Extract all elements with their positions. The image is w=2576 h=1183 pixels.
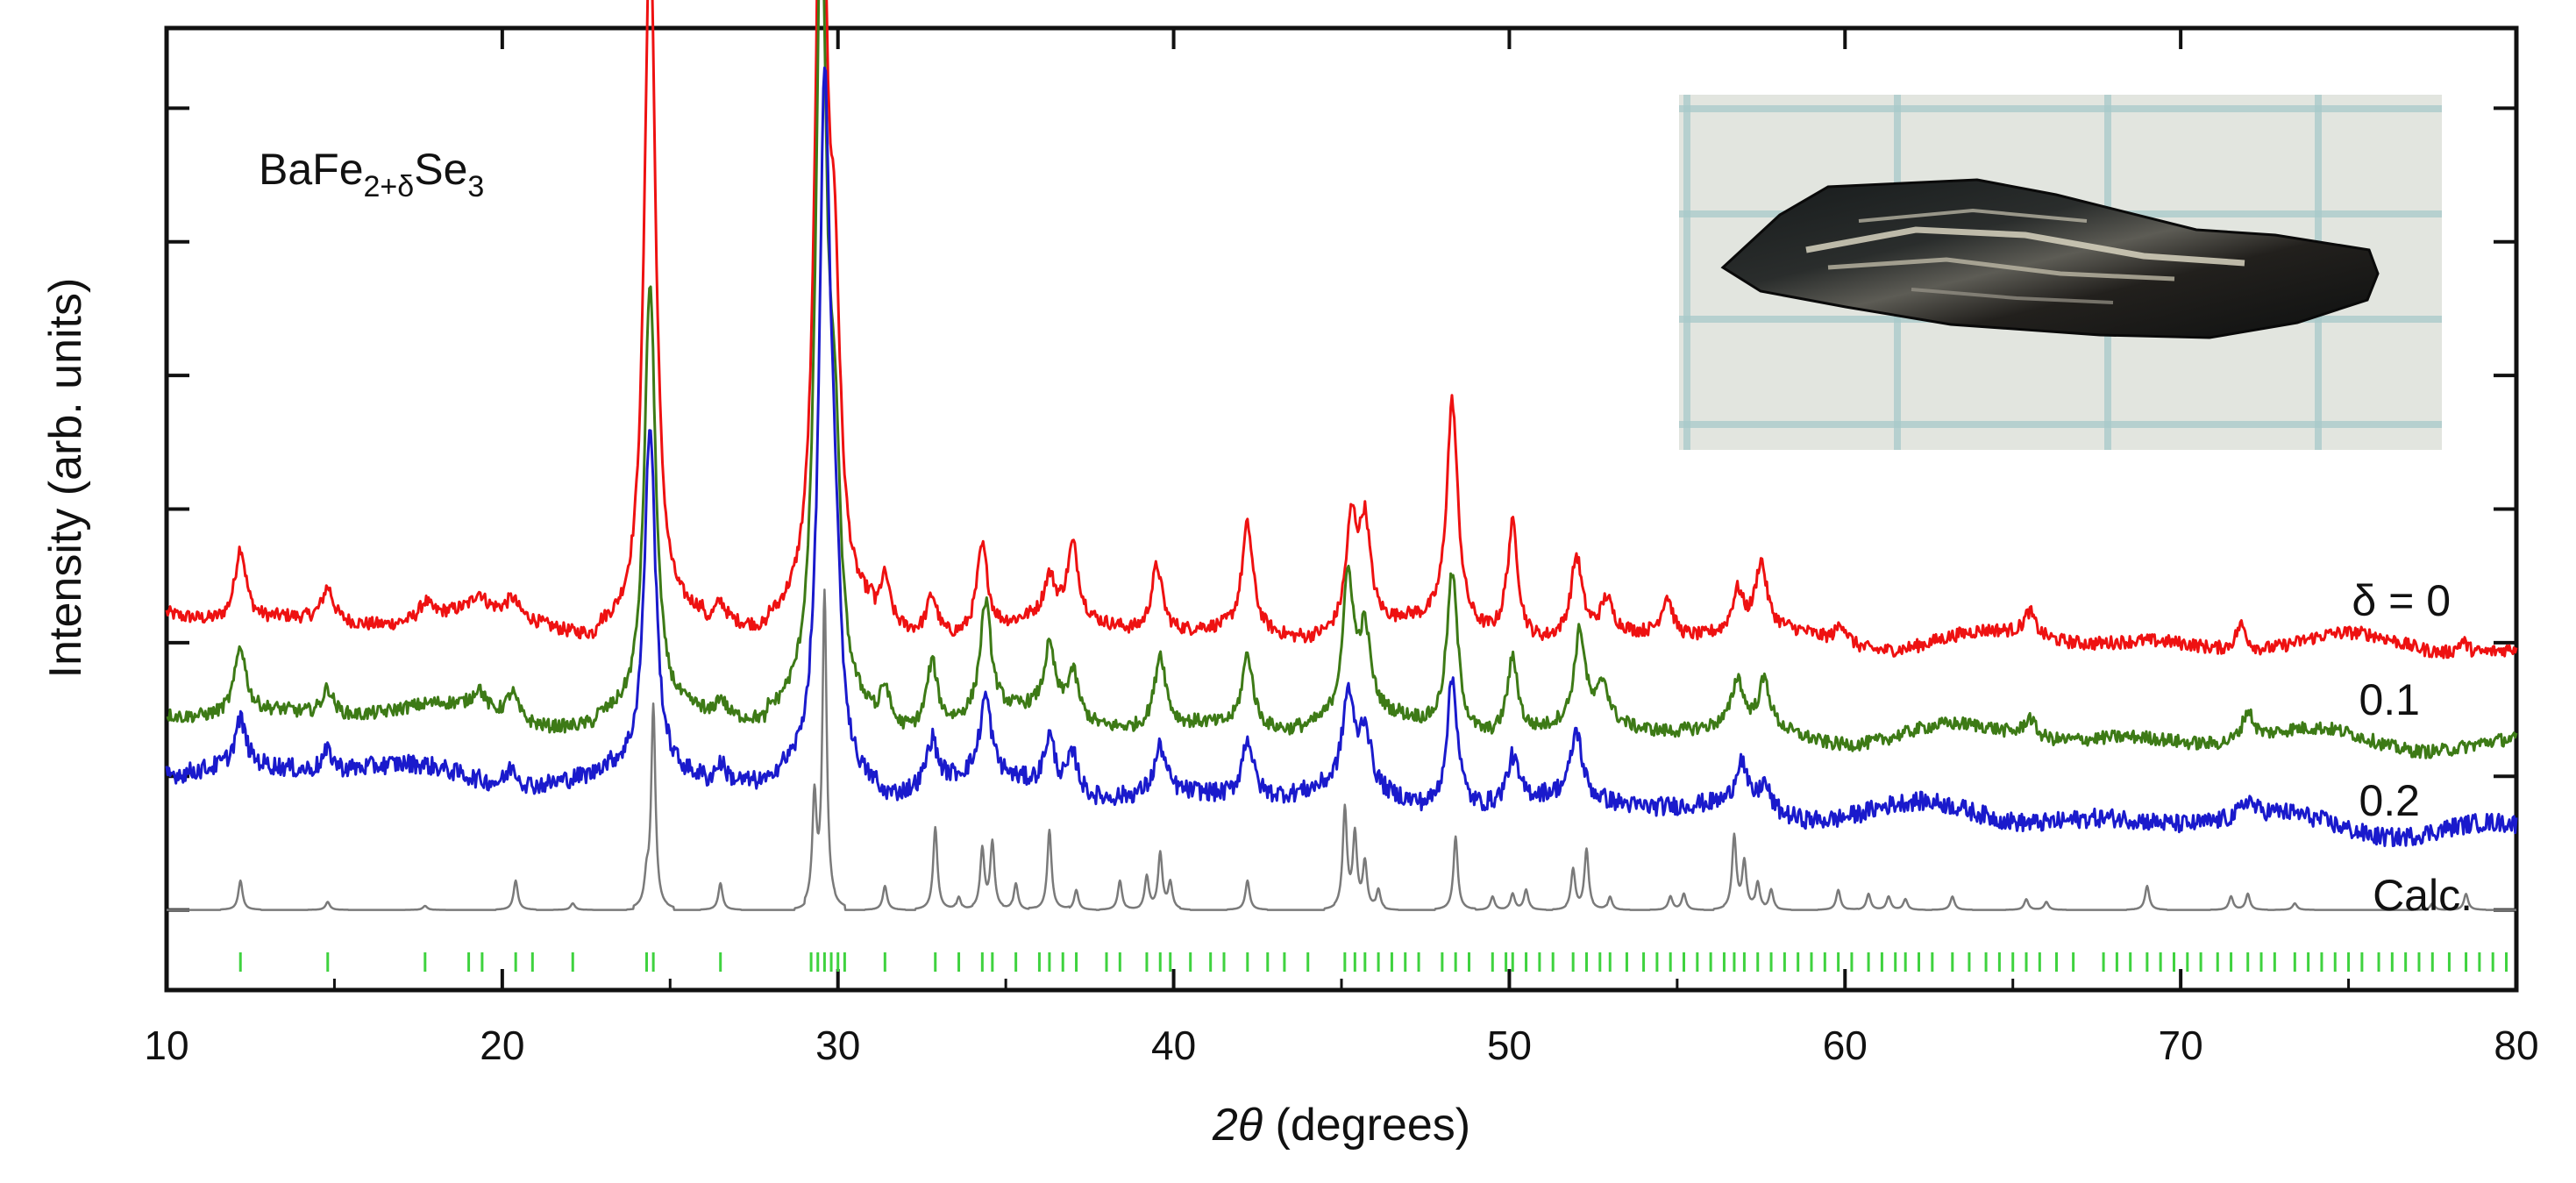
x-tick-label: 80 (2494, 1023, 2538, 1068)
reflection-marks (238, 952, 2508, 973)
x-tick-label: 30 (815, 1023, 860, 1068)
x-axis-title: 2θ (degrees) (1212, 1100, 1470, 1151)
crystal-photo-inset (1679, 95, 2442, 450)
series-label-delta0: δ = 0 (2352, 576, 2451, 625)
compound-formula: BaFe2+δSe3 (259, 145, 484, 203)
series-layer (165, 0, 2518, 911)
x-tick-label: 70 (2159, 1023, 2203, 1068)
y-axis-title: Intensity (arb. units) (40, 278, 91, 679)
series-line-delta02 (165, 66, 2518, 847)
series-label-calc: Calc. (2373, 871, 2473, 920)
x-axis: 10 20 30 40 50 60 70 80 (144, 28, 2539, 1068)
series-label-delta01: 0.1 (2359, 675, 2420, 724)
series-line-delta0 (165, 0, 2518, 659)
x-tick-label: 60 (1823, 1023, 1868, 1068)
x-tick-label: 10 (144, 1023, 189, 1068)
x-tick-label: 40 (1151, 1023, 1196, 1068)
series-line-delta01 (166, 0, 2518, 759)
series-line-calc (166, 588, 2517, 911)
series-label-delta02: 0.2 (2359, 776, 2420, 825)
x-tick-label: 20 (480, 1023, 524, 1068)
x-tick-label: 50 (1487, 1023, 1532, 1068)
